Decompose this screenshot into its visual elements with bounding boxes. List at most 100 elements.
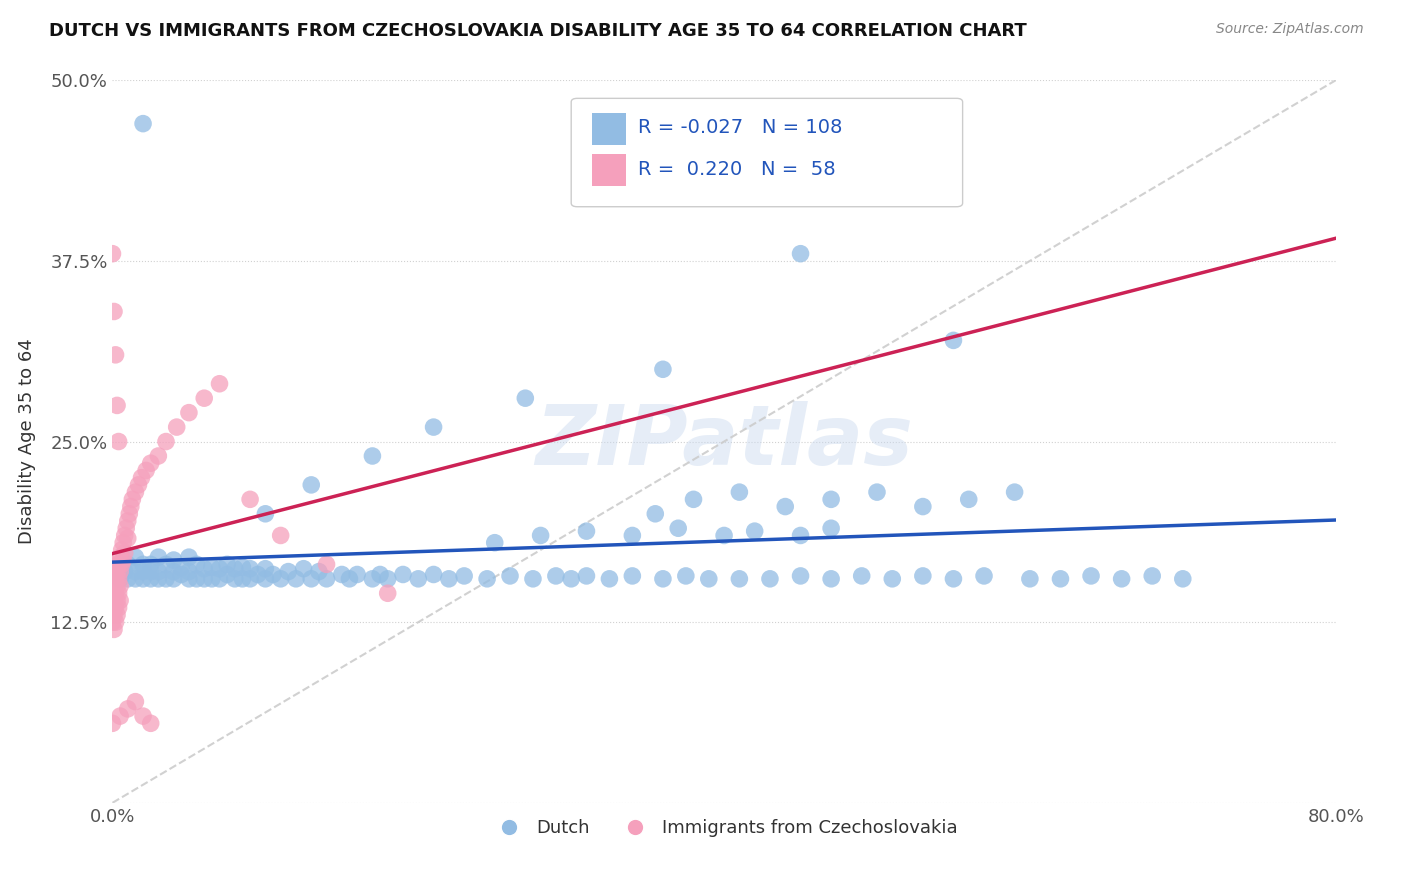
Point [1080,569,1102,583]
Legend: Dutch, Immigrants from Czechoslovakia: Dutch, Immigrants from Czechoslovakia [484,812,965,845]
Point [148,572,170,586]
Point [101,572,124,586]
Point [1111,572,1133,586]
Point [1171,572,1194,586]
Point [104,586,127,600]
Point [132,572,155,586]
Point [104,600,127,615]
Point [789,528,811,542]
Point [132,558,155,572]
Point [231,572,253,586]
Point [277,565,299,579]
Point [201,560,224,574]
Point [299,572,322,586]
Point [270,572,292,586]
Point [224,572,246,586]
Point [201,572,224,586]
Point [111,558,134,572]
Point [132,565,155,579]
Point [124,485,146,500]
Point [139,558,162,572]
Point [163,572,186,586]
Point [107,572,129,586]
Point [104,572,127,586]
Point [544,569,567,583]
Point [697,572,720,586]
Point [124,550,146,565]
Point [127,478,149,492]
Point [866,485,889,500]
Point [820,572,842,586]
Point [124,565,146,579]
Point [186,572,208,586]
Point [361,572,384,586]
Point [118,507,141,521]
Point [105,579,128,593]
Point [135,463,157,477]
Point [1004,485,1026,500]
Point [422,420,444,434]
Point [346,567,368,582]
Text: Source: ZipAtlas.com: Source: ZipAtlas.com [1216,22,1364,37]
Point [105,607,128,622]
FancyBboxPatch shape [571,98,963,207]
Point [193,391,215,405]
Point [652,362,675,376]
Y-axis label: Disability Age 35 to 64: Disability Age 35 to 64 [18,339,37,544]
Point [575,524,598,538]
Text: ZIPatlas: ZIPatlas [536,401,912,482]
Point [117,532,139,546]
Point [131,470,153,484]
Point [117,702,139,716]
Point [155,434,177,449]
Point [117,558,139,572]
Point [121,492,143,507]
Point [575,569,598,583]
Point [101,615,124,630]
Point [103,304,125,318]
Point [193,572,215,586]
Point [682,492,704,507]
Point [392,567,415,582]
Point [155,572,177,586]
Point [330,567,353,582]
Point [789,246,811,260]
Point [942,334,965,348]
Point [103,565,125,579]
Point [139,572,162,586]
Point [775,500,797,514]
Point [666,521,689,535]
Text: R =  0.220   N =  58: R = 0.220 N = 58 [638,160,837,178]
Point [108,572,131,586]
Point [759,572,782,586]
Point [262,567,284,582]
Point [377,586,399,600]
Point [117,514,139,528]
Point [170,560,193,574]
Point [254,572,277,586]
Point [177,565,200,579]
Point [107,558,129,572]
Point [621,528,644,542]
Point [475,572,498,586]
Point [560,572,582,586]
Point [675,569,697,583]
Point [107,434,129,449]
Point [101,558,124,572]
Point [148,550,170,565]
Point [107,600,129,615]
Point [114,546,136,560]
Point [103,579,125,593]
Point [193,562,215,576]
Point [644,507,666,521]
Point [166,420,188,434]
Point [820,521,842,535]
Point [111,542,134,557]
Point [239,572,262,586]
Point [1049,572,1071,586]
Point [515,391,537,405]
Point [254,507,277,521]
Point [239,492,262,507]
Point [484,535,506,549]
Point [155,558,177,572]
